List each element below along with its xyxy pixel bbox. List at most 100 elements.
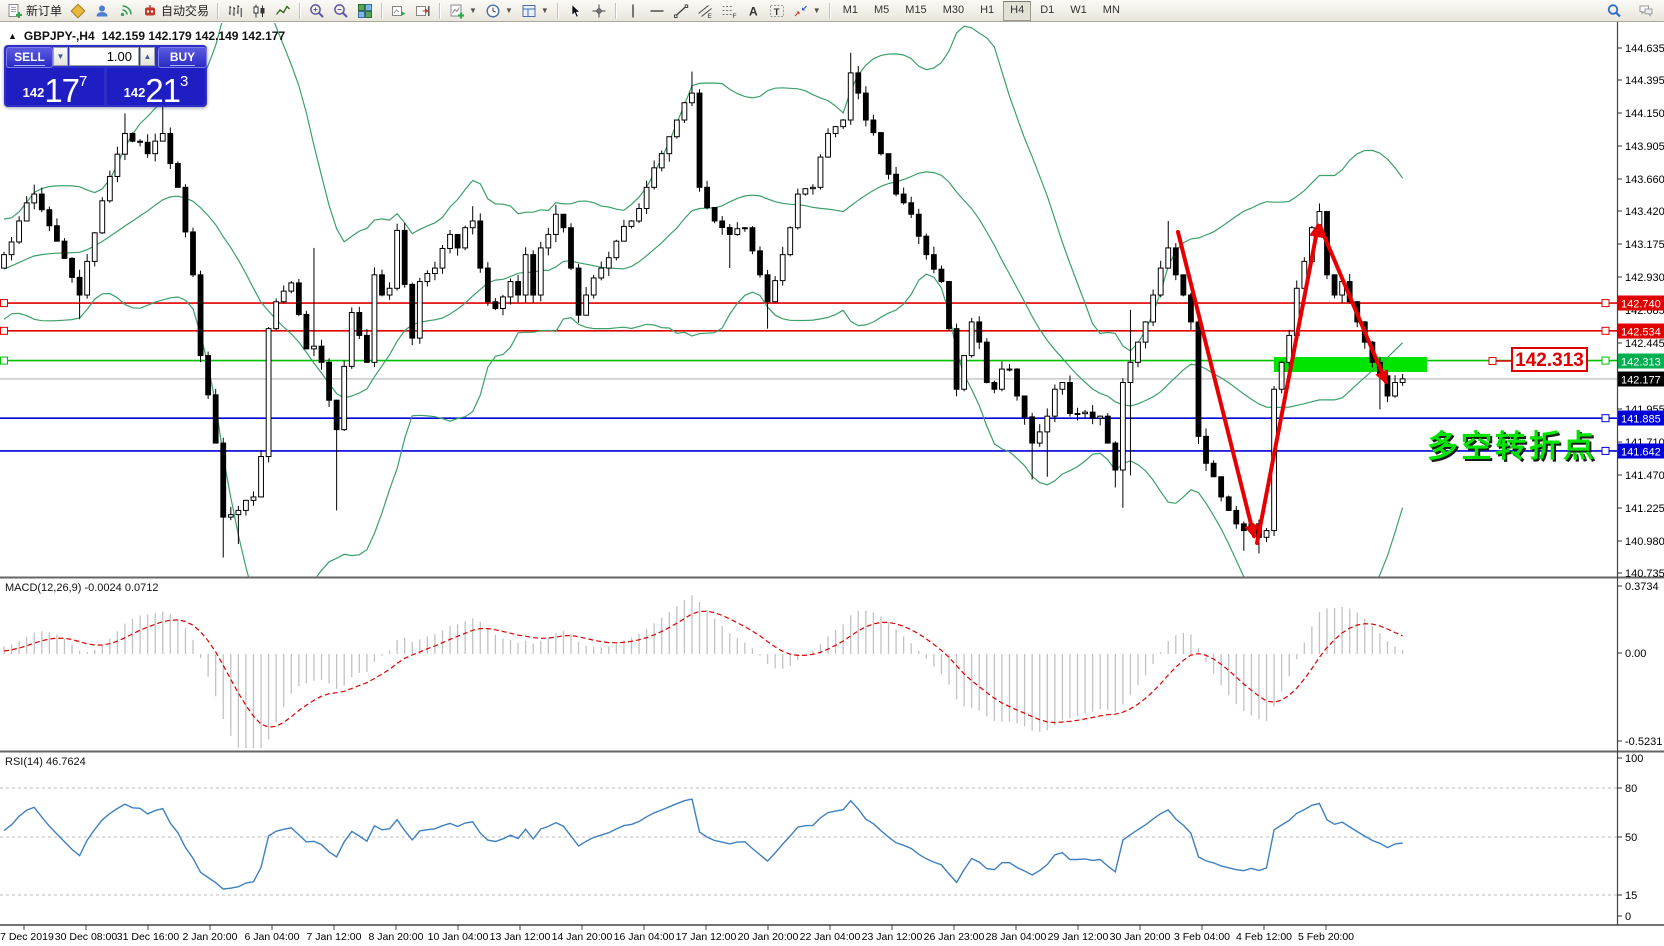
auto-scroll-button[interactable] xyxy=(387,0,411,21)
line-handle[interactable] xyxy=(0,326,8,335)
candle xyxy=(76,276,83,296)
crosshair-button[interactable] xyxy=(587,0,611,21)
time-label: 10 Jan 04:00 xyxy=(428,931,489,943)
candle xyxy=(878,132,884,155)
dropdown-caret-icon[interactable]: ▼ xyxy=(812,6,821,15)
callout-anchor-handle[interactable] xyxy=(1488,357,1497,365)
timeframe-mn-button[interactable]: MN xyxy=(1102,3,1120,16)
line-handle[interactable] xyxy=(1601,326,1610,335)
candle xyxy=(870,119,877,134)
arrows-button[interactable]: ▼ xyxy=(789,0,825,21)
timeframe-d1-button[interactable]: D1 xyxy=(1040,3,1055,16)
candlestick-chart-button[interactable] xyxy=(247,0,271,21)
dropdown-caret-icon[interactable]: ▼ xyxy=(469,6,477,15)
time-label: 4 Feb 12:00 xyxy=(1236,931,1292,943)
horizontal-line-button[interactable] xyxy=(645,0,669,21)
candle xyxy=(250,496,257,501)
community-button[interactable] xyxy=(90,0,114,21)
tile-windows-button[interactable] xyxy=(353,0,377,21)
main-chart-area xyxy=(0,23,1617,577)
candle xyxy=(273,301,280,330)
candle xyxy=(265,328,272,458)
collapse-icon[interactable]: ▲ xyxy=(8,31,17,41)
zigzag-arrows[interactable] xyxy=(1176,223,1389,545)
volume-decrease-button[interactable]: ▼ xyxy=(53,47,68,66)
candle xyxy=(999,368,1005,390)
sell-price-display[interactable]: 142 17 7 xyxy=(6,68,104,107)
line-chart-button[interactable] xyxy=(271,0,295,21)
periods-button[interactable]: ▼ xyxy=(481,0,517,21)
zoom-in-button[interactable] xyxy=(305,0,329,21)
time-axis[interactable]: 27 Dec 2019 30 Dec 08:00 31 Dec 16:00 2 Jan… xyxy=(0,925,1354,943)
dropdown-caret-icon[interactable]: ▼ xyxy=(504,6,513,15)
toolbar-separator xyxy=(439,2,442,19)
candle xyxy=(69,257,75,278)
candle xyxy=(613,240,620,259)
line-handle[interactable] xyxy=(1601,356,1610,365)
autotrade-button[interactable]: 自动交易 xyxy=(138,0,213,21)
sell-button[interactable]: SELL xyxy=(6,47,53,68)
candle xyxy=(862,92,869,121)
candle xyxy=(416,281,423,339)
templates-button[interactable]: ▼ xyxy=(517,0,553,21)
vertical-line-button[interactable] xyxy=(621,0,645,21)
candle xyxy=(432,267,438,275)
signals-button[interactable] xyxy=(114,0,138,21)
text-button[interactable]: A xyxy=(741,0,765,21)
candle xyxy=(122,132,128,155)
vline-icon xyxy=(632,4,634,17)
time-label: 22 Jan 04:00 xyxy=(800,931,861,943)
svg-text:T: T xyxy=(774,6,780,17)
candle xyxy=(1278,361,1285,390)
label-button[interactable]: T xyxy=(765,0,789,21)
candle xyxy=(1021,395,1028,418)
candle xyxy=(462,227,469,249)
timeframe-m15-button[interactable]: M15 xyxy=(905,3,927,16)
line-handle[interactable] xyxy=(1601,446,1610,455)
timeframe-m5-button[interactable]: M5 xyxy=(874,3,890,16)
dropdown-caret-icon[interactable]: ▼ xyxy=(540,6,549,15)
timeframe-w1-button[interactable]: W1 xyxy=(1070,3,1087,16)
price-tag-141.885: 141.885 xyxy=(1618,410,1664,426)
buy-price-display[interactable]: 142 21 3 xyxy=(107,68,205,107)
turning-point-annotation[interactable]: 多空转折点 xyxy=(1427,429,1597,464)
trendline-button[interactable] xyxy=(669,0,693,21)
zigzag-segment[interactable] xyxy=(1318,224,1389,385)
zoom-out-button[interactable] xyxy=(329,0,353,21)
line-handle[interactable] xyxy=(1601,414,1610,423)
buy-button[interactable]: BUY xyxy=(158,47,207,68)
zigzag-segment[interactable] xyxy=(1255,223,1323,545)
hline-icon xyxy=(650,9,664,12)
chart-shift-button[interactable] xyxy=(411,0,435,21)
channel-button[interactable]: E xyxy=(693,0,717,21)
green-zone-rectangle[interactable] xyxy=(1274,357,1427,372)
volume-input[interactable] xyxy=(69,47,139,66)
market-button[interactable] xyxy=(66,0,90,21)
line-handle[interactable] xyxy=(0,356,8,365)
candle xyxy=(333,399,340,431)
new-chart-button[interactable]: ▼ xyxy=(445,0,481,21)
timeframe-h4-button[interactable]: H4 xyxy=(1003,0,1032,21)
line-handle[interactable] xyxy=(1601,299,1610,308)
candle xyxy=(787,227,794,256)
line-handle[interactable] xyxy=(0,299,8,308)
bar-chart-button[interactable] xyxy=(223,0,247,21)
fibonacci-button[interactable]: F xyxy=(717,0,741,21)
cursor-button[interactable] xyxy=(563,0,587,21)
timeframe-m30-button[interactable]: M30 xyxy=(942,3,965,16)
axis-tick-label: 143.905 xyxy=(1625,141,1664,153)
new-order-button[interactable]: 新订单 xyxy=(3,0,66,21)
cursor-icon xyxy=(571,3,581,18)
candle xyxy=(235,509,242,516)
search-button[interactable] xyxy=(1602,0,1626,21)
volume-increase-button[interactable]: ▲ xyxy=(140,47,155,66)
timeframe-h1-button[interactable]: H1 xyxy=(980,3,995,16)
zigzag-segment[interactable] xyxy=(1176,230,1259,539)
price-callout-box[interactable]: 142.313 xyxy=(1511,347,1588,372)
candle xyxy=(953,328,960,390)
candle xyxy=(696,92,703,188)
chat-button[interactable] xyxy=(1634,0,1658,21)
candle xyxy=(847,72,854,121)
candle xyxy=(182,186,189,233)
timeframe-m1-button[interactable]: M1 xyxy=(842,3,858,16)
